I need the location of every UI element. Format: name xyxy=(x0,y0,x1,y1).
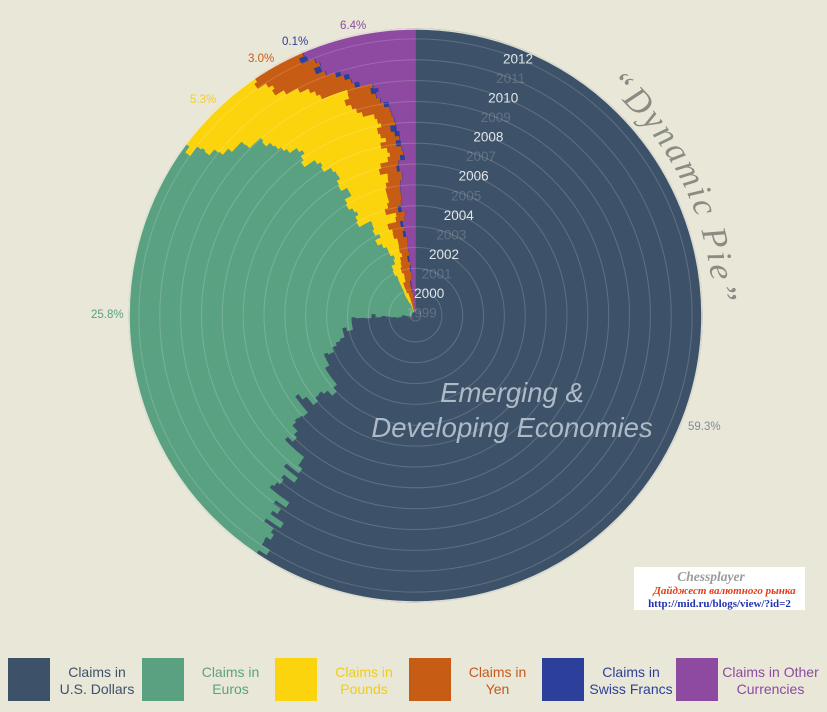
svg-text:Developing Economies: Developing Economies xyxy=(371,412,653,443)
svg-text:2007: 2007 xyxy=(466,149,496,164)
svg-text:2003: 2003 xyxy=(436,227,466,242)
svg-text:Emerging &: Emerging & xyxy=(440,377,584,408)
svg-text:2004: 2004 xyxy=(444,208,475,223)
svg-text:1999: 1999 xyxy=(407,306,437,321)
svg-text:2000: 2000 xyxy=(414,286,444,301)
svg-text:3.0%: 3.0% xyxy=(248,53,274,65)
svg-text:2012: 2012 xyxy=(503,52,533,67)
svg-text:2002: 2002 xyxy=(429,247,459,262)
svg-text:59.3%: 59.3% xyxy=(688,421,721,433)
svg-text:2010: 2010 xyxy=(488,91,518,106)
svg-text:0.1%: 0.1% xyxy=(282,36,308,48)
svg-text:25.8%: 25.8% xyxy=(91,309,124,321)
svg-text:6.4%: 6.4% xyxy=(340,20,366,32)
svg-text:2011: 2011 xyxy=(496,71,525,86)
svg-text:2009: 2009 xyxy=(481,110,511,125)
svg-text:2006: 2006 xyxy=(459,169,489,184)
svg-text:2001: 2001 xyxy=(422,266,452,281)
svg-text:5.3%: 5.3% xyxy=(190,94,216,106)
svg-text:2005: 2005 xyxy=(451,188,481,203)
svg-text:2008: 2008 xyxy=(473,130,503,145)
